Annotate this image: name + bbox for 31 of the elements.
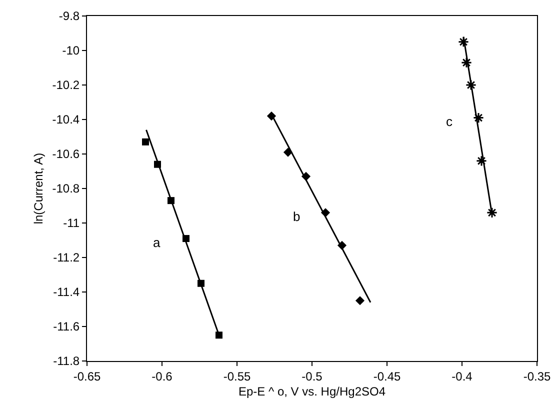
y-tick-label: -11.4 [53,285,80,300]
point [355,296,365,306]
y-tick-label: -10.6 [52,147,80,162]
point [266,112,276,121]
annotation: a [153,235,161,250]
point [465,79,477,91]
y-tick-label: -11.6 [53,320,80,334]
y-tick-label: -10.8 [52,182,80,196]
y-tick-label: -11.8 [53,354,80,368]
annotation: b [293,209,300,224]
annotation: c [446,114,453,129]
x-tick-label: -0.65 [73,369,101,384]
y-tick-label: -10 [62,44,80,58]
x-tick-label: -0.45 [373,369,401,384]
x-tick-label: -0.55 [223,369,251,384]
point [472,112,484,124]
point [142,138,149,146]
point [458,36,470,48]
x-tick-label: -0.6 [152,369,173,384]
point [476,155,488,166]
x-axis-title: Ep-E ^ o, V vs. Hg/Hg2SO4 [238,384,386,398]
y-tick-label: -9.8 [58,9,80,24]
y-axis-title: ln(Current, A) [32,152,46,224]
y-tick-label: -11 [63,216,80,230]
y-tick-label: -11.2 [53,250,80,265]
y-tick-label: -10.2 [52,78,80,92]
y-tick-label: -10.4 [52,112,80,127]
x-tick-label: -0.4 [452,369,473,384]
x-tick-label: -0.5 [302,369,323,384]
x-tick-label: -0.35 [523,369,551,384]
point [460,57,472,68]
